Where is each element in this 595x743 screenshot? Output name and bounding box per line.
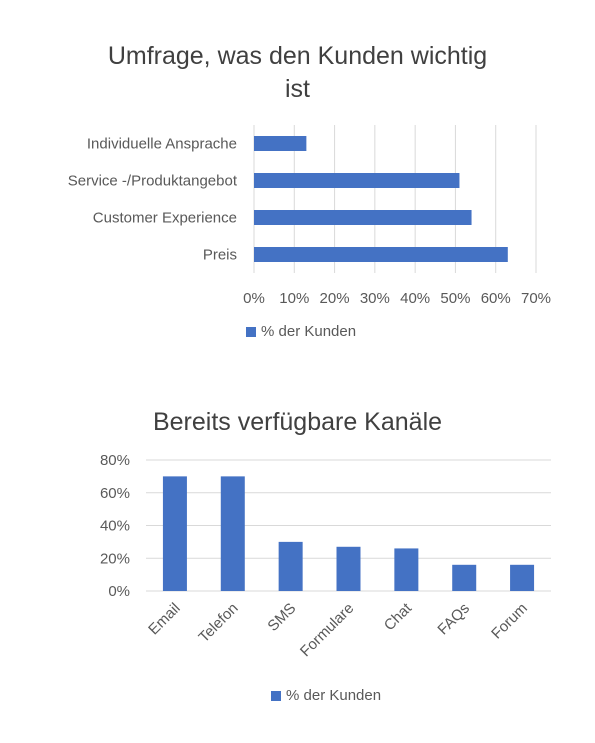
x-category-label: Formulare (297, 600, 357, 660)
bar (394, 548, 419, 591)
chart-title: Umfrage, was den Kunden wichtig ist (0, 40, 595, 105)
y-tick-label: 20% (100, 550, 130, 567)
y-tick-label: 40% (100, 518, 130, 535)
legend-label: % der Kunden (261, 323, 357, 340)
x-tick-label: 20% (320, 290, 350, 307)
bar (220, 476, 245, 591)
x-category-label: Email (145, 600, 184, 639)
x-tick-label: 60% (481, 290, 511, 307)
legend-label: % der Kunden (286, 687, 382, 704)
bar (254, 210, 472, 225)
bar (452, 564, 477, 591)
legend-swatch (271, 690, 281, 701)
y-category-label: Preis (203, 247, 237, 264)
chart-customer-priorities: Umfrage, was den Kunden wichtig ist 0% 10… (0, 0, 595, 370)
y-tick-label: 0% (108, 583, 130, 600)
chart-available-channels: Bereits verfügbare Kanäle 0% 20% 40% 60% 80%… (0, 390, 595, 743)
legend-swatch (246, 326, 256, 337)
x-tick-label: 0% (243, 290, 265, 307)
bar (254, 136, 307, 151)
bar (254, 247, 508, 262)
x-tick-label: 10% (279, 290, 309, 307)
x-tick-label: 30% (360, 290, 390, 307)
legend: % der Kunden (246, 323, 356, 340)
x-category-label: FAQs (434, 600, 473, 639)
y-category-label: Service -/Produktangebot (68, 173, 238, 190)
x-tick-label: 50% (440, 290, 470, 307)
y-tick-label: 80% (100, 452, 130, 469)
x-tick-label: 40% (400, 290, 430, 307)
x-category-label: SMS (264, 600, 299, 635)
legend: % der Kunden (271, 687, 381, 704)
x-tick-label: 70% (521, 290, 551, 307)
y-tick-label: 60% (100, 485, 130, 502)
chart-title-line-1: Umfrage, was den Kunden wichtig (107, 42, 488, 70)
chart-title-line-2: ist (285, 74, 310, 103)
bar (278, 541, 303, 591)
bar (510, 564, 535, 591)
y-category-label: Customer Experience (93, 210, 237, 227)
x-category-label: Chat (381, 599, 416, 634)
bar (254, 173, 460, 188)
x-category-label: Forum (488, 600, 531, 643)
bar (162, 476, 187, 591)
y-category-label: Individuelle Ansprache (87, 136, 237, 153)
bar-chart-horizontal: 0% 10% 20% 30% 40% 50% 60% 70% Individuelle Ansp… (68, 125, 551, 307)
bar (336, 546, 361, 591)
x-category-label: Telefon (195, 600, 241, 646)
chart-title: Bereits verfügbare Kanäle (152, 408, 443, 436)
